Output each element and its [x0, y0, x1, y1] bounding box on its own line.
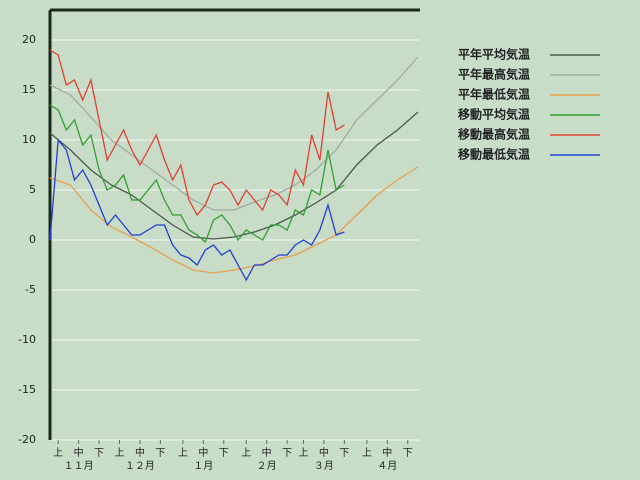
plot-area [50, 10, 420, 440]
x-tick-label: 上 [298, 447, 308, 459]
x-tick-label: 上 [178, 447, 188, 459]
month-label: １１月 [64, 460, 94, 472]
y-tick-label: -15 [18, 383, 36, 396]
x-tick-label: 中 [74, 446, 84, 459]
month-label: １２月 [125, 460, 155, 472]
x-tick-label: 中 [319, 446, 329, 459]
legend-label: 移動最低気温 [458, 147, 530, 162]
x-tick-label: 下 [94, 448, 104, 459]
legend-label: 平年最低気温 [458, 87, 530, 102]
series-line [49, 166, 419, 274]
month-label: ３月 [314, 460, 334, 472]
x-tick-label: 下 [219, 448, 229, 459]
x-tick-label: 下 [339, 448, 349, 459]
x-tick-label: 上 [362, 447, 372, 459]
month-label: ２月 [257, 460, 277, 472]
legend-label: 平年最高気温 [458, 67, 530, 82]
y-tick-label: 10 [22, 133, 36, 146]
x-tick-label: 中 [382, 446, 392, 459]
y-tick-label: 15 [22, 83, 36, 96]
x-tick-label: 中 [198, 446, 208, 459]
x-tick-label: 下 [155, 448, 165, 459]
x-tick-label: 下 [403, 448, 413, 459]
x-tick-label: 上 [53, 447, 63, 459]
series-line [49, 104, 345, 244]
x-tick-label: 上 [115, 447, 125, 459]
x-tick-label: 中 [262, 446, 272, 459]
series-line [49, 111, 419, 240]
legend-label: 移動平均気温 [458, 107, 530, 122]
y-tick-label: -10 [18, 333, 36, 346]
legend-label: 移動最高気温 [458, 127, 530, 142]
month-label: ４月 [377, 460, 397, 472]
series-line [49, 138, 345, 282]
month-label: １月 [193, 460, 213, 472]
legend-label: 平年平均気温 [458, 47, 530, 62]
x-tick-label: 中 [135, 446, 145, 459]
y-tick-label: 20 [22, 33, 36, 46]
x-tick-label: 上 [241, 447, 251, 459]
series-line [49, 56, 419, 211]
y-tick-label: -5 [25, 283, 36, 296]
y-tick-label: 5 [29, 183, 36, 196]
y-tick-label: -20 [18, 433, 36, 446]
y-tick-label: 0 [29, 233, 36, 246]
series-line [49, 49, 345, 217]
x-tick-label: 下 [282, 448, 292, 459]
